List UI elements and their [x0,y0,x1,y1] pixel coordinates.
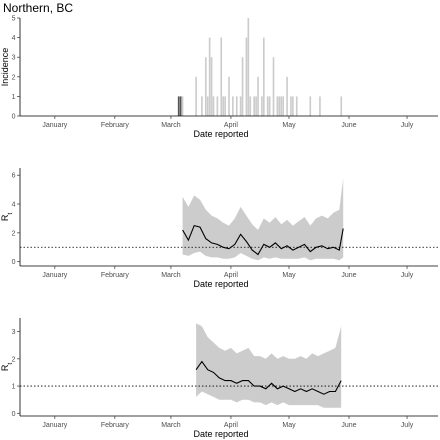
incidence-bar [340,96,343,116]
incidence-bar [179,96,182,116]
incidence-bar [247,18,250,116]
rt-1-y-tick-label: 4 [12,202,16,209]
incidence-x-tick-label: March [161,122,181,129]
rt-1-y-axis-title: Rt [0,213,14,222]
incidence-bar [206,96,209,116]
incidence-bar [280,96,283,116]
incidence-x-tick-label: February [101,122,130,129]
incidence-bar [228,76,230,116]
rt-1-x-tick-label: May [282,272,296,279]
incidence-y-tick-label: 2 [12,74,16,81]
incidence-y-tick-label: 4 [12,35,16,42]
incidence-bar [272,57,275,116]
incidence-bar [239,96,242,116]
incidence-bar [319,96,321,116]
incidence-bar [249,96,252,116]
incidence-bar [290,96,292,116]
rt-1-x-tick-label: February [101,272,130,279]
incidence-bar [232,96,234,116]
incidence-bar [268,96,271,116]
incidence-bar [181,96,184,116]
rt-2-x-tick-label: April [224,422,238,429]
incidence-bar [253,96,255,116]
incidence-y-tick-label: 3 [12,55,16,62]
rt-1-x-tick-label: March [161,272,181,279]
incidence-bar [276,96,279,116]
incidence-bar [216,96,219,116]
incidence-bar [286,76,288,116]
rt-2-ci-band [196,323,342,408]
rt-1-y-axis-subscript: t [7,213,14,215]
rt-2-y-tick-label: 0 [12,411,16,418]
incidence-y-axis-title: Incidence [0,48,10,87]
rt-1-rt-line [182,224,344,256]
rt-2-y-tick-label: 1 [12,384,16,391]
incidence-bar [282,96,285,116]
incidence-bar [255,96,257,116]
incidence-bar [201,96,203,116]
incidence-bar [278,96,281,116]
incidence-bar [257,76,259,116]
rt-2-x-tick-label: May [282,422,296,429]
incidence-bar [241,57,244,116]
rt-2-y-axis-subscript: t [7,363,14,365]
incidence-bar [204,57,207,116]
rt-1-x-tick-label: June [341,272,356,279]
incidence-x-axis-title: Date reported [193,129,248,139]
incidence-bar [222,96,225,116]
figure-title: Northern, BC [3,1,74,15]
rt-2-x-tick-label: January [42,422,67,429]
incidence-bar [208,37,211,116]
incidence-bar [263,37,265,116]
rt-1-y-tick-label: 6 [12,173,16,180]
rt-2-rt-line [195,360,342,395]
incidence-bar [266,96,269,116]
rt-2-y-tick-label: 3 [12,329,16,336]
incidence-x-tick-label: January [42,122,67,129]
incidence-bar [210,57,213,116]
incidence-bar [295,96,298,116]
incidence-bar [245,37,248,116]
incidence-bar [261,96,263,116]
rt-1-x-axis-title: Date reported [193,279,248,289]
incidence-bar [235,96,238,116]
incidence-bar [292,96,294,116]
incidence-x-tick-label: July [401,122,414,129]
rt-1-ci-band [182,178,344,261]
incidence-x-tick-label: May [282,122,296,129]
incidence-y-tick-label: 1 [12,94,16,101]
incidence-bar [224,96,226,116]
rt-2-x-tick-label: July [401,422,414,429]
incidence-bar [220,37,223,116]
rt-1-x-tick-label: April [224,272,238,279]
incidence-bar [195,76,197,116]
rt-1-x-tick-label: January [42,272,67,279]
rt-2-x-tick-label: June [341,422,356,429]
rt-1-y-tick-label: 0 [12,259,16,266]
incidence-x-tick-label: April [224,122,238,129]
incidence-bar [212,96,215,116]
rt-1-x-tick-label: July [401,272,414,279]
rt-2-x-axis-title: Date reported [193,429,248,439]
rt-1-y-tick-label: 2 [12,230,16,237]
rt-2-y-tick-label: 2 [12,356,16,363]
incidence-bar [177,96,180,116]
rt-2-y-axis-title: Rt [0,363,14,372]
incidence-bar [309,96,312,116]
incidence-y-tick-label: 5 [12,16,16,23]
incidence-y-tick-label: 0 [12,114,16,121]
rt-2-x-tick-label: February [101,422,130,429]
incidence-x-tick-label: June [341,122,356,129]
rt-2-x-tick-label: March [161,422,181,429]
